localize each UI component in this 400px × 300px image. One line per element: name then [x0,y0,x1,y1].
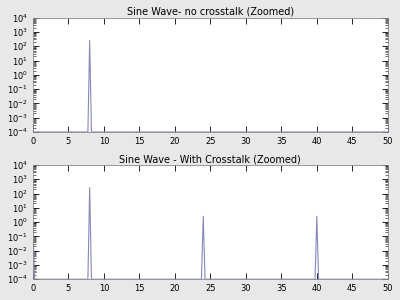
Title: Sine Wave - With Crosstalk (Zoomed): Sine Wave - With Crosstalk (Zoomed) [120,154,301,164]
Title: Sine Wave- no crosstalk (Zoomed): Sine Wave- no crosstalk (Zoomed) [127,7,294,17]
